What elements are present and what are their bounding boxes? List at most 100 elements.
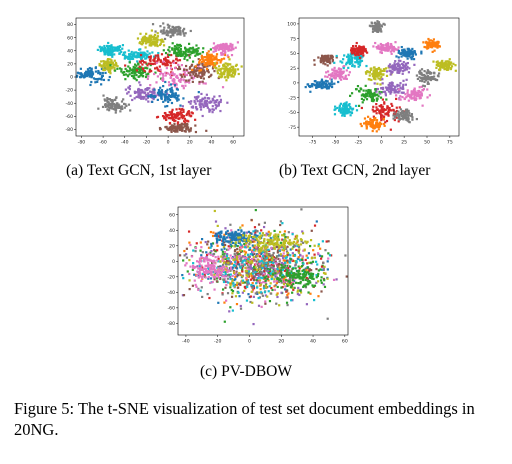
scatter-point xyxy=(153,88,156,91)
scatter-point xyxy=(209,246,212,249)
x-tick-label: 0 xyxy=(380,140,383,146)
scatter-point xyxy=(131,68,135,71)
scatter-point xyxy=(406,47,409,50)
scatter-point xyxy=(226,64,229,67)
scatter-point xyxy=(333,113,337,116)
scatter-point xyxy=(256,292,259,296)
scatter-point xyxy=(385,43,388,46)
scatter-point xyxy=(424,41,428,44)
scatter-point xyxy=(342,109,345,112)
scatter-point xyxy=(329,84,332,87)
scatter-point xyxy=(120,68,123,71)
scatter-point xyxy=(179,44,183,48)
scatter-point xyxy=(325,82,328,85)
scatter-point xyxy=(256,246,259,249)
points-group xyxy=(304,20,457,133)
scatter-point xyxy=(162,44,166,47)
scatter-point xyxy=(212,271,215,274)
scatter-point xyxy=(281,286,284,289)
scatter-point xyxy=(134,77,137,80)
scatter-point xyxy=(340,109,343,112)
scatter-point xyxy=(220,47,223,51)
scatter-point xyxy=(101,74,104,77)
scatter-point xyxy=(220,45,223,49)
scatter-point xyxy=(276,249,280,252)
scatter-point xyxy=(90,76,93,79)
scatter-point xyxy=(435,66,438,69)
scatter-point xyxy=(329,62,332,65)
scatter-point xyxy=(285,289,289,292)
scatter-point xyxy=(448,58,451,61)
scatter-point xyxy=(247,282,250,285)
scatter-point xyxy=(398,65,401,68)
scatter-point xyxy=(221,273,224,277)
scatter-point xyxy=(405,52,408,55)
scatter-point xyxy=(378,110,382,114)
scatter-point xyxy=(362,89,365,92)
scatter-point xyxy=(129,52,132,55)
scatter-point xyxy=(184,81,187,84)
scatter-point xyxy=(239,249,242,252)
scatter-point xyxy=(364,84,367,87)
scatter-point xyxy=(238,232,241,235)
scatter-point xyxy=(150,29,153,32)
scatter-point xyxy=(360,47,363,50)
scatter-point xyxy=(220,235,223,238)
scatter-point xyxy=(109,53,113,57)
scatter-point xyxy=(170,71,173,74)
scatter-point xyxy=(426,81,430,84)
scatter-point xyxy=(224,286,227,289)
scatter-point xyxy=(97,70,100,74)
scatter-point xyxy=(198,58,202,62)
scatter-point xyxy=(208,64,211,67)
scatter-point xyxy=(171,48,174,51)
scatter-point xyxy=(226,62,229,65)
scatter-point xyxy=(370,78,373,82)
scatter-point xyxy=(163,117,166,120)
scatter-point xyxy=(231,281,234,284)
scatter-point xyxy=(241,281,244,284)
scatter-point xyxy=(281,257,285,260)
scatter-point xyxy=(173,47,176,50)
scatter-point xyxy=(190,106,193,109)
scatter-point xyxy=(264,268,268,272)
scatter-point xyxy=(401,85,405,88)
scatter-point xyxy=(252,278,256,281)
scatter-point xyxy=(235,63,238,66)
scatter-point xyxy=(262,257,265,261)
scatter-point xyxy=(184,73,187,76)
scatter-point xyxy=(282,249,286,252)
scatter-point xyxy=(144,61,147,64)
scatter-point xyxy=(235,302,239,306)
scatter-point xyxy=(274,258,277,261)
scatter-point xyxy=(376,23,379,27)
scatter-point xyxy=(191,268,194,271)
scatter-point xyxy=(175,82,178,85)
scatter-point xyxy=(148,34,151,38)
scatter-point xyxy=(392,117,395,120)
scatter-point xyxy=(326,317,329,320)
scatter-point xyxy=(144,37,147,41)
scatter-point xyxy=(229,232,232,235)
scatter-point xyxy=(169,29,172,32)
scatter-point xyxy=(252,272,255,275)
scatter-point xyxy=(212,42,216,45)
scatter-point xyxy=(226,253,229,256)
scatter-point xyxy=(118,52,121,55)
scatter-point xyxy=(254,231,257,234)
scatter-point xyxy=(384,121,387,124)
scatter-point xyxy=(218,238,222,241)
scatter-point xyxy=(176,47,179,50)
scatter-point xyxy=(202,104,205,107)
scatter-point xyxy=(389,109,392,112)
scatter-point xyxy=(120,100,124,103)
scatter-point xyxy=(284,254,288,258)
scatter-point xyxy=(152,59,155,62)
scatter-point xyxy=(183,129,186,133)
scatter-point xyxy=(371,118,374,122)
scatter-point xyxy=(404,54,407,57)
scatter-point xyxy=(254,273,258,276)
scatter-point xyxy=(182,110,185,113)
scatter-point xyxy=(398,71,401,74)
scatter-point xyxy=(227,47,231,50)
